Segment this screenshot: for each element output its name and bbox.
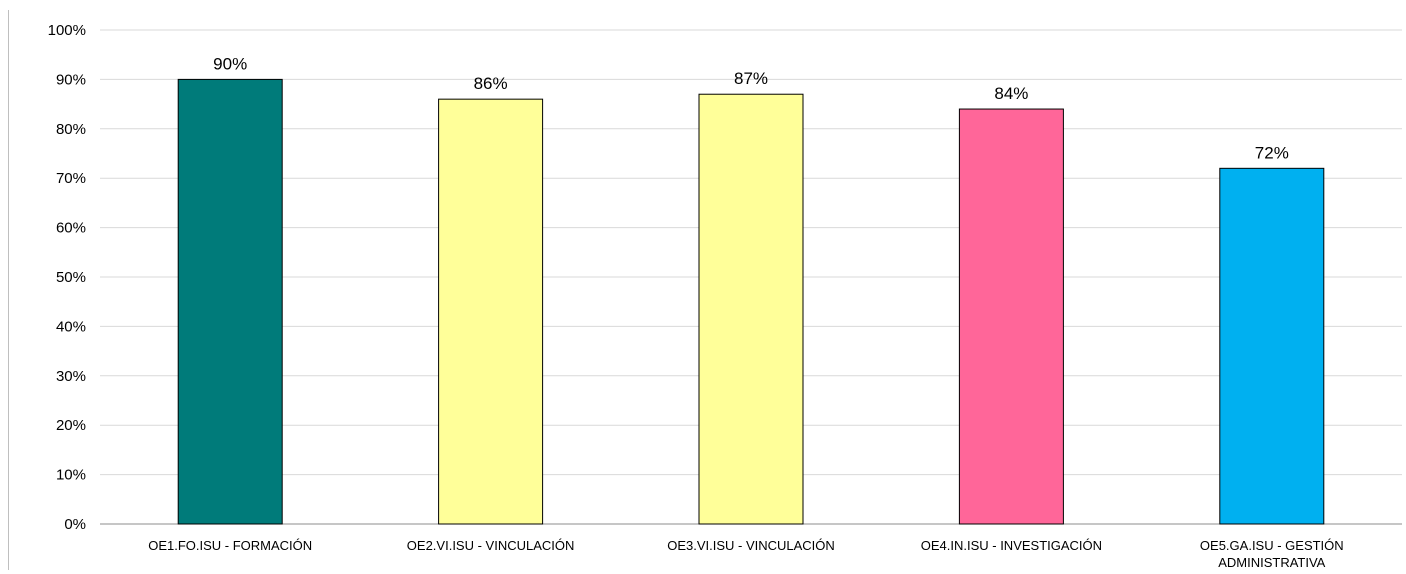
bar bbox=[177, 78, 283, 525]
category-label: OE1.FO.ISU - FORMACIÓN bbox=[148, 538, 312, 553]
bar bbox=[1219, 167, 1325, 525]
bar bbox=[958, 108, 1064, 525]
data-label: 84% bbox=[994, 84, 1028, 103]
y-tick-label: 90% bbox=[56, 71, 86, 88]
category-label-line: OE5.GA.ISU - GESTIÓN bbox=[1200, 538, 1344, 553]
category-label: OE3.VI.ISU - VINCULACIÓN bbox=[667, 538, 835, 553]
data-label: 72% bbox=[1255, 143, 1289, 162]
y-tick-label: 60% bbox=[56, 220, 86, 237]
y-tick-label: 20% bbox=[56, 417, 86, 434]
y-tick-label: 40% bbox=[56, 318, 86, 335]
y-tick-label: 0% bbox=[64, 516, 86, 533]
data-labels: 90% 86% 87% 84% 72% bbox=[213, 54, 1289, 162]
category-label-line: ADMINISTRATIVA bbox=[1218, 555, 1325, 570]
data-label: 90% bbox=[213, 54, 247, 73]
category-label-line: OE3.VI.ISU - VINCULACIÓN bbox=[667, 538, 835, 553]
category-label: OE5.GA.ISU - GESTIÓN ADMINISTRATIVA bbox=[1200, 538, 1344, 570]
category-label: OE2.VI.ISU - VINCULACIÓN bbox=[407, 538, 575, 553]
data-label: 86% bbox=[474, 74, 508, 93]
x-axis-category-labels: OE1.FO.ISU - FORMACIÓN OE2.VI.ISU - VINCU… bbox=[148, 538, 1343, 570]
chart-left-border bbox=[8, 10, 9, 570]
bar bbox=[698, 93, 804, 525]
gridlines bbox=[100, 29, 1402, 525]
category-label-line: OE1.FO.ISU - FORMACIÓN bbox=[148, 538, 312, 553]
bar bbox=[438, 98, 544, 525]
category-label: OE4.IN.ISU - INVESTIGACIÓN bbox=[921, 538, 1102, 553]
y-tick-label: 30% bbox=[56, 368, 86, 385]
y-tick-label: 50% bbox=[56, 269, 86, 286]
category-label-line: OE2.VI.ISU - VINCULACIÓN bbox=[407, 538, 575, 553]
category-label-line: OE4.IN.ISU - INVESTIGACIÓN bbox=[921, 538, 1102, 553]
y-tick-label: 10% bbox=[56, 467, 86, 484]
y-tick-label: 80% bbox=[56, 121, 86, 138]
y-axis-tick-labels: 0% 10% 20% 30% 40% 50% 60% 70% 80% 90% 100% bbox=[48, 22, 86, 533]
y-tick-label: 70% bbox=[56, 170, 86, 187]
data-label: 87% bbox=[734, 69, 768, 88]
y-tick-label: 100% bbox=[48, 22, 86, 39]
bars bbox=[177, 78, 1325, 525]
